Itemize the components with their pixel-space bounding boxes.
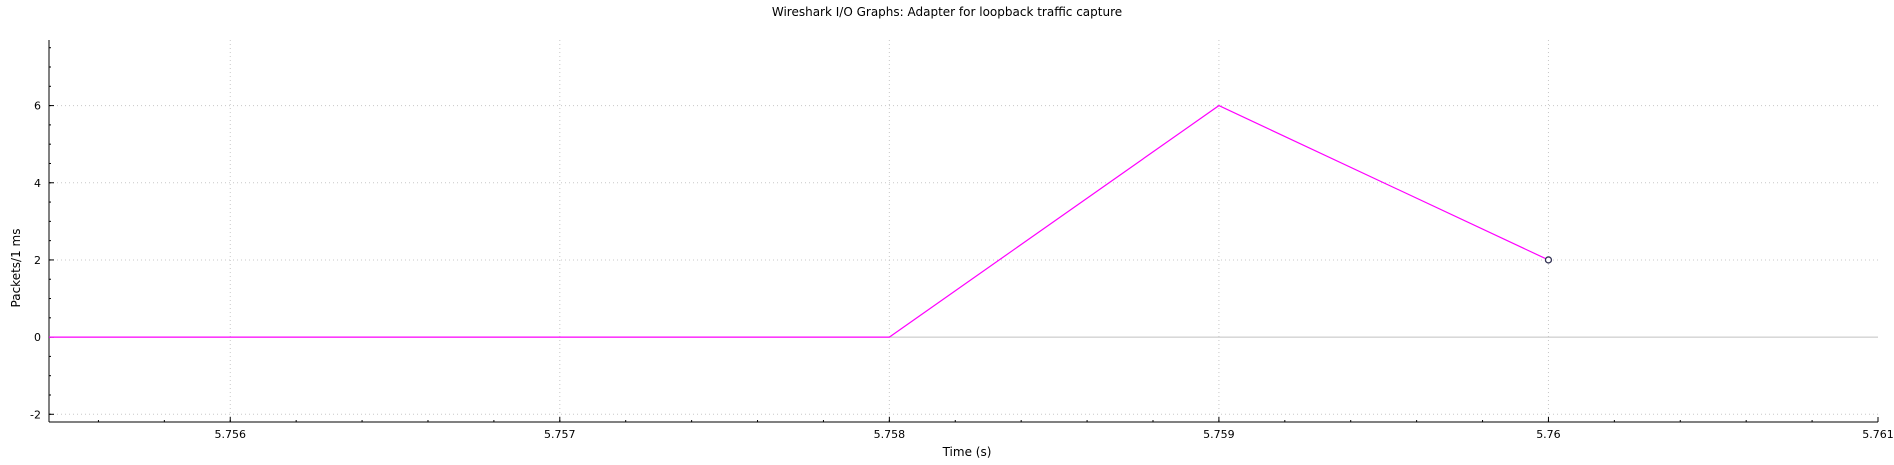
x-tick-label: 5.758 [874,428,906,441]
series [49,104,1549,338]
data-point-marker [1544,256,1553,264]
x-tick-label: 5.761 [1862,428,1894,441]
axes [48,40,1878,423]
series-line [49,104,1549,338]
ticks: 5.756 5.757 5.758 5.759 5.76 5.761 -2 0 2 4 6 [30,47,1894,441]
y-tick-label: -2 [30,408,41,421]
y-axis-label: Packets/1 ms [9,229,23,308]
y-tick-label: 0 [34,331,41,344]
x-tick-label: 5.759 [1203,428,1235,441]
x-axis-label: Time (s) [942,445,992,459]
y-tick-label: 4 [34,177,41,190]
x-tick-label: 5.756 [215,428,247,441]
chart-title: Wireshark I/O Graphs: Adapter for loopba… [772,5,1122,19]
x-tick-label: 5.76 [1536,428,1561,441]
x-tick-label: 5.757 [544,428,576,441]
y-tick-label: 6 [34,100,41,113]
y-tick-label: 2 [34,254,41,267]
marker [1544,256,1553,264]
grid [49,40,1878,422]
